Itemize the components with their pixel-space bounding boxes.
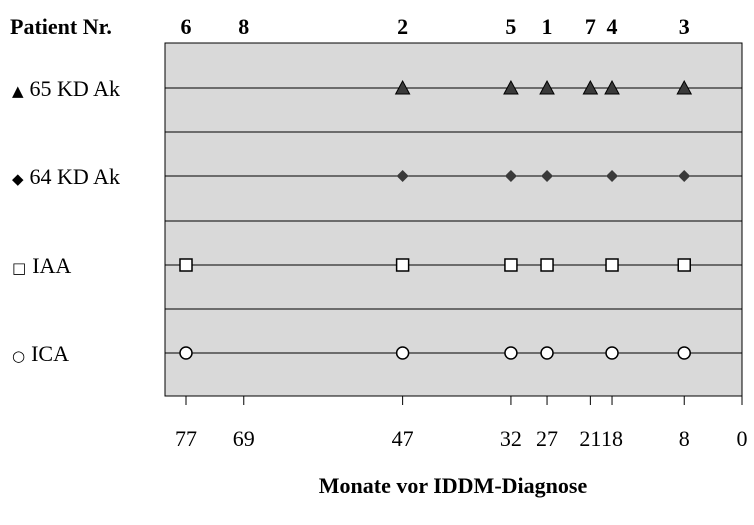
legend-entry-65-kd-ak: ▲ 65 KD Ak (12, 76, 120, 101)
patient-number-4: 4 (607, 14, 618, 39)
legend-label-ica: ICA (31, 341, 69, 366)
x-tick-label-47: 47 (392, 426, 414, 451)
legend-label-65-kd-ak: 65 KD Ak (30, 76, 120, 101)
marker-iaa-47 (395, 258, 410, 272)
legend-entry-ica: ○ ICA (12, 341, 69, 366)
patient-number-2: 2 (397, 14, 408, 39)
marker-64-kd-ak-47 (396, 170, 409, 182)
marker-iaa-32 (504, 258, 518, 272)
marker-64-kd-ak-32 (504, 170, 517, 182)
legend-label-iaa: IAA (32, 253, 71, 278)
x-tick-label-32: 32 (500, 426, 522, 451)
x-tick-label-0: 0 (737, 426, 748, 451)
marker-iaa-18 (605, 258, 619, 272)
x-axis-title: Monate vor IDDM-Diagnose (319, 473, 588, 498)
marker-64-kd-ak-8 (678, 170, 691, 182)
legend-entry-iaa: □ IAA (12, 253, 71, 278)
x-axis: 77 69 47 32 27 21 18 8 0 (165, 395, 748, 451)
gridlines (165, 131, 742, 310)
patient-number-3: 3 (679, 14, 690, 39)
marker-64-kd-ak-27 (541, 170, 554, 182)
marker-65-kd-ak-32 (503, 79, 519, 95)
marker-iaa-27 (540, 258, 554, 272)
x-tick-label-69: 69 (233, 426, 255, 451)
patient-number-7: 7 (585, 14, 596, 39)
x-tick-label-8: 8 (679, 426, 690, 451)
patient-header-label: Patient Nr. (10, 14, 112, 39)
circle-legend-icon: ○ (12, 347, 25, 365)
legend-entry-64-kd-ak: ◆ 64 KD Ak (12, 164, 120, 189)
marker-ica-32 (504, 346, 518, 360)
series-rows: ▲ 65 KD Ak ◆ 64 KD Ak □ IAA ○ ICA (12, 76, 742, 366)
patient-number-8: 8 (238, 14, 249, 39)
series-row-ica: ○ ICA (12, 341, 742, 366)
patient-number-5: 5 (505, 14, 516, 39)
plot-area (164, 42, 743, 397)
square-legend-icon: □ (12, 259, 26, 277)
x-tick-label-18: 18 (601, 426, 623, 451)
marker-65-kd-ak-27 (539, 79, 555, 95)
series-row-iaa: □ IAA (12, 253, 742, 278)
marker-65-kd-ak-47 (394, 79, 411, 95)
marker-iaa-8 (677, 258, 691, 272)
marker-ica-8 (677, 346, 691, 360)
legend-label-64-kd-ak: 64 KD Ak (30, 164, 120, 189)
marker-65-kd-ak-21 (582, 79, 599, 95)
marker-65-kd-ak-18 (604, 79, 620, 95)
marker-ica-77 (179, 346, 193, 360)
marker-ica-18 (605, 346, 619, 360)
x-tick-label-27: 27 (536, 426, 558, 451)
triangle-legend-icon: ▲ (12, 82, 24, 100)
diamond-legend-icon: ◆ (12, 170, 24, 188)
marker-iaa-77 (179, 258, 193, 272)
marker-65-kd-ak-8 (676, 79, 693, 95)
marker-ica-27 (540, 346, 554, 360)
marker-64-kd-ak-18 (606, 170, 619, 182)
patient-number-6: 6 (181, 14, 192, 39)
x-tick-label-77: 77 (175, 426, 197, 451)
marker-ica-47 (395, 346, 410, 360)
x-tick-label-21: 21 (579, 426, 601, 451)
series-row-65-kd-ak: ▲ 65 KD Ak (12, 76, 742, 101)
series-row-64-kd-ak: ◆ 64 KD Ak (12, 164, 742, 189)
patient-number-1: 1 (542, 14, 553, 39)
